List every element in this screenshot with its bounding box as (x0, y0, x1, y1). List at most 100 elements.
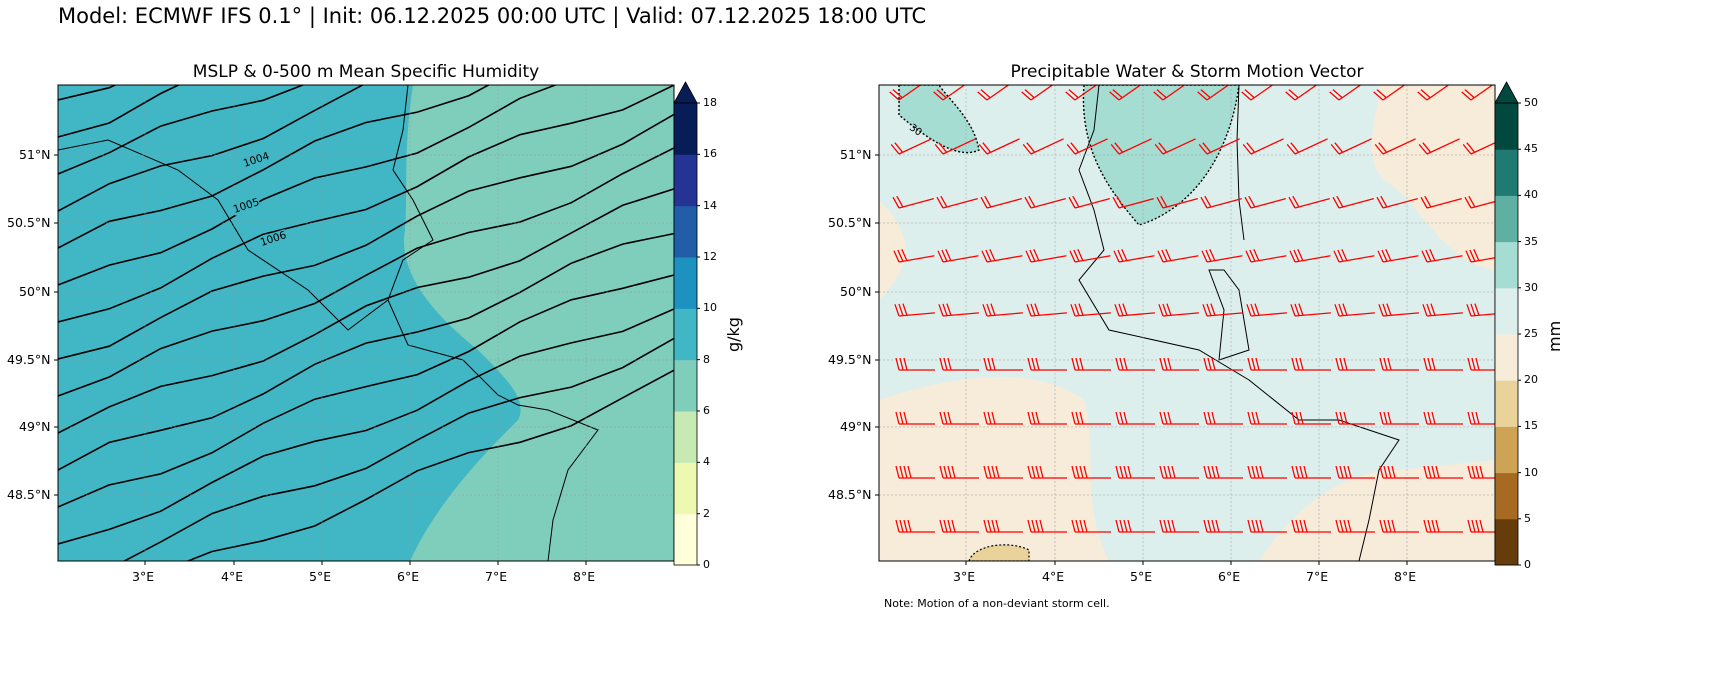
wind-barb (1465, 249, 1495, 263)
wind-barb (1467, 519, 1495, 533)
barb-flag (1335, 519, 1340, 533)
barb-flag (903, 519, 908, 533)
wind-barb (1423, 411, 1463, 425)
barb-flag (898, 303, 904, 316)
wind-barb (895, 465, 935, 479)
barb-flag (1110, 143, 1120, 155)
wind-barb (890, 138, 932, 155)
barb-flag (1070, 142, 1080, 153)
barb-flag (1163, 519, 1168, 533)
barb-flag (899, 357, 904, 371)
barb-flag (990, 303, 996, 316)
barb-shaft (986, 198, 1022, 209)
barb-flag (1158, 304, 1164, 317)
country-border (1208, 269, 1250, 361)
barb-flag (1422, 142, 1432, 153)
barb-flag (943, 357, 948, 371)
barb-flag (1021, 91, 1032, 101)
barb-flag (1079, 411, 1084, 425)
barb-shaft (898, 198, 934, 209)
barb-flag (1339, 357, 1344, 371)
barb-flag (1026, 142, 1036, 153)
barb-flag (1423, 465, 1428, 479)
barb-shaft (1162, 138, 1196, 155)
lon-tick-label: 7°E (1306, 569, 1329, 584)
colorbar-tick-label: 18 (703, 96, 717, 109)
wind-barb (1071, 465, 1111, 479)
barb-flag (1198, 143, 1208, 155)
barb-flag (1072, 195, 1080, 208)
wind-barb (1156, 195, 1198, 209)
barb-flag (1156, 89, 1167, 99)
wind-barb (1422, 303, 1463, 317)
barb-flag (1079, 465, 1084, 479)
wind-barb (1330, 138, 1372, 155)
barb-flag (1121, 249, 1128, 261)
barb-flag (1475, 411, 1480, 425)
barb-flag (1210, 303, 1216, 316)
barb-flag (1211, 465, 1216, 479)
barb-flag (1075, 357, 1080, 371)
barb-flag (1347, 519, 1352, 533)
barb-flag (1031, 465, 1036, 479)
isobar-line (58, 85, 365, 212)
barb-flag (1427, 411, 1432, 425)
wind-barb (1378, 303, 1419, 317)
colorbar-tick-label: 25 (1524, 327, 1538, 340)
barb-shaft (942, 85, 973, 101)
barb-flag (1330, 143, 1340, 155)
barb-shaft (1030, 138, 1064, 155)
wind-barb (1203, 357, 1243, 371)
wind-barb (1464, 195, 1495, 209)
wind-barb (1113, 249, 1155, 263)
barb-flag (1157, 250, 1164, 263)
barb-flag (895, 465, 900, 479)
barb-flag (1241, 91, 1252, 101)
colorbar-tick-label: 45 (1524, 142, 1538, 156)
barb-shaft (1074, 312, 1111, 317)
wind-barb (1159, 357, 1199, 371)
barb-flag (1035, 357, 1040, 371)
barb-flag (1031, 519, 1036, 533)
barb-flag (1251, 519, 1256, 533)
colorbar-segment (674, 462, 697, 515)
barb-flag (1295, 465, 1300, 479)
barb-flag (1253, 249, 1260, 261)
barb-shaft (1294, 255, 1331, 263)
barb-flag (987, 465, 992, 479)
colorbar-segment (1495, 149, 1518, 196)
barb-flag (1468, 195, 1476, 208)
wind-barb (1157, 249, 1199, 263)
colorbar-tick-label: 0 (1524, 558, 1531, 571)
barb-shaft (1382, 198, 1418, 209)
barb-shaft (1206, 255, 1243, 263)
barb-shaft (1250, 255, 1287, 263)
barb-flag (1299, 519, 1304, 533)
wind-barb (1203, 411, 1243, 425)
wind-barb (1291, 519, 1331, 533)
barb-flag (1159, 465, 1164, 479)
barb-flag (1466, 304, 1472, 317)
barb-flag (1286, 143, 1296, 155)
wind-barb (889, 85, 929, 101)
barb-flag (1116, 195, 1124, 208)
barb-flag (1073, 249, 1080, 262)
barb-flag (1290, 142, 1300, 153)
wind-barb (1462, 138, 1495, 155)
barb-flag (1466, 142, 1476, 153)
wind-barb (1022, 138, 1064, 155)
barb-shaft (1206, 198, 1242, 209)
wind-barb (1421, 249, 1463, 263)
colorbar-segment (674, 103, 697, 155)
lon-tick-label: 7°E (485, 569, 508, 584)
barb-shaft (1162, 312, 1199, 317)
wind-barb (1202, 303, 1243, 317)
barb-flag (1291, 519, 1296, 533)
barb-shaft (1118, 312, 1155, 317)
wind-barb (1335, 411, 1375, 425)
barb-flag (1423, 411, 1428, 425)
wind-barb (1374, 138, 1416, 155)
barb-flag (1022, 143, 1032, 155)
barb-flag (1379, 465, 1384, 479)
